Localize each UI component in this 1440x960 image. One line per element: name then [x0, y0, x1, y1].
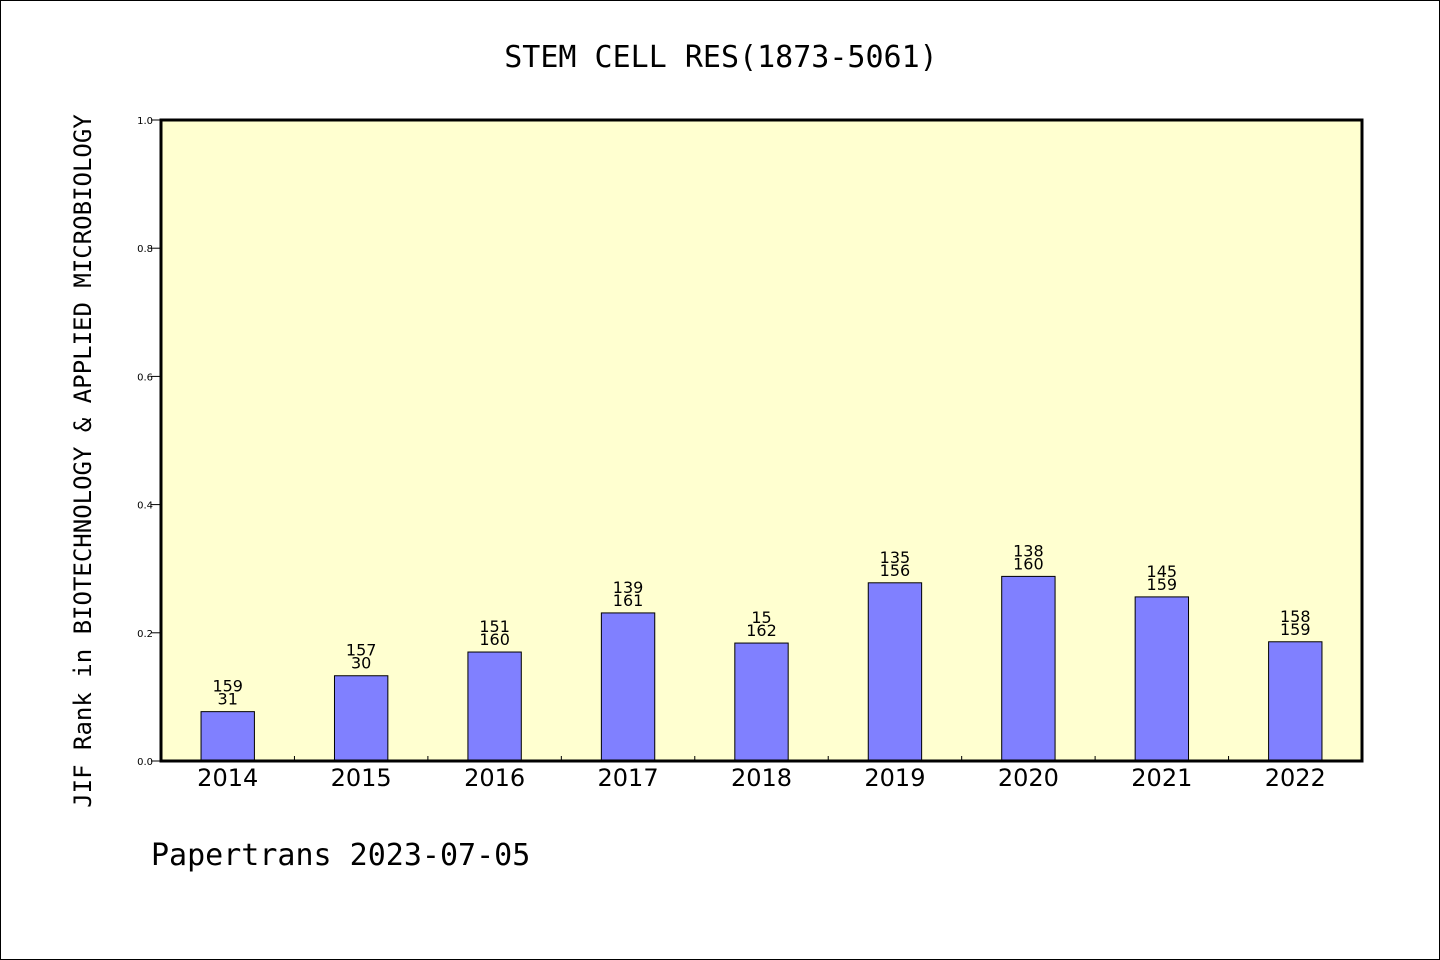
- bar-total-label-2019: 156: [880, 561, 911, 580]
- bar-total-label-2014: 31: [218, 690, 238, 709]
- bar-total-label-2015: 30: [351, 654, 371, 673]
- bar-2014: [200, 711, 255, 762]
- bar-rank-label-2016: 151: [479, 617, 510, 636]
- bar-rank-label-2014: 159: [212, 677, 243, 696]
- bar-rank-label-2015: 157: [346, 641, 377, 660]
- y-axis-label: JIF Rank in BIOTECHNOLOGY & APPLIED MICR…: [69, 114, 97, 808]
- bar-rank-label-2018: 15: [751, 608, 771, 627]
- bar-rank-label-2020: 138: [1013, 541, 1044, 560]
- bar-total-label-2018: 162: [746, 621, 777, 640]
- y-tick-label-0.0: 0.0: [137, 757, 153, 768]
- bar-2020: [1001, 575, 1056, 762]
- chart-title: STEM CELL RES(1873-5061): [504, 40, 937, 75]
- bar-2016: [467, 651, 522, 762]
- x-tick-label-2017: 2017: [598, 764, 659, 792]
- x-tick-label-2015: 2015: [331, 764, 392, 792]
- bar-total-label-2021: 159: [1147, 575, 1178, 594]
- bar-2015: [333, 675, 389, 762]
- y-tick-label-1.0: 1.0: [137, 116, 153, 127]
- bar-total-label-2022: 159: [1280, 620, 1311, 639]
- bar-rank-label-2017: 139: [613, 578, 644, 597]
- x-tick-label-2019: 2019: [864, 764, 925, 792]
- x-tick-label-2021: 2021: [1131, 764, 1192, 792]
- y-tick-label-0.6: 0.6: [137, 372, 153, 383]
- bar-total-label-2017: 161: [613, 591, 644, 610]
- x-axis-ticks: 2014 2015 2016 2017 2018 2019 2020 2021 2022: [197, 756, 1326, 792]
- bar-2022: [1268, 641, 1323, 762]
- x-tick-label-2020: 2020: [998, 764, 1059, 792]
- bar-rank-label-2021: 145: [1147, 562, 1178, 581]
- x-tick-label-2018: 2018: [731, 764, 792, 792]
- y-tick-label-0.4: 0.4: [137, 501, 153, 512]
- y-tick-label-0.2: 0.2: [137, 629, 153, 640]
- y-tick-label-0.8: 0.8: [137, 244, 153, 255]
- bar-2017: [600, 612, 656, 762]
- x-tick-label-2016: 2016: [464, 764, 525, 792]
- bar-rank-label-2022: 158: [1280, 607, 1311, 626]
- bar-total-label-2020: 160: [1013, 554, 1044, 573]
- x-tick-label-2022: 2022: [1265, 764, 1326, 792]
- bar-2021: [1134, 596, 1190, 762]
- footer-credit: Papertrans 2023-07-05: [151, 838, 530, 873]
- y-axis-ticks: 0.0 0.2 0.4 0.6 0.8 1.0: [137, 116, 161, 768]
- plot-frame: [159, 118, 1364, 763]
- x-tick-label-2014: 2014: [197, 764, 258, 792]
- bar-2018: [734, 642, 789, 762]
- bar-total-label-2016: 160: [479, 630, 510, 649]
- bar-2019: [867, 582, 923, 762]
- bar-rank-label-2019: 135: [880, 548, 911, 567]
